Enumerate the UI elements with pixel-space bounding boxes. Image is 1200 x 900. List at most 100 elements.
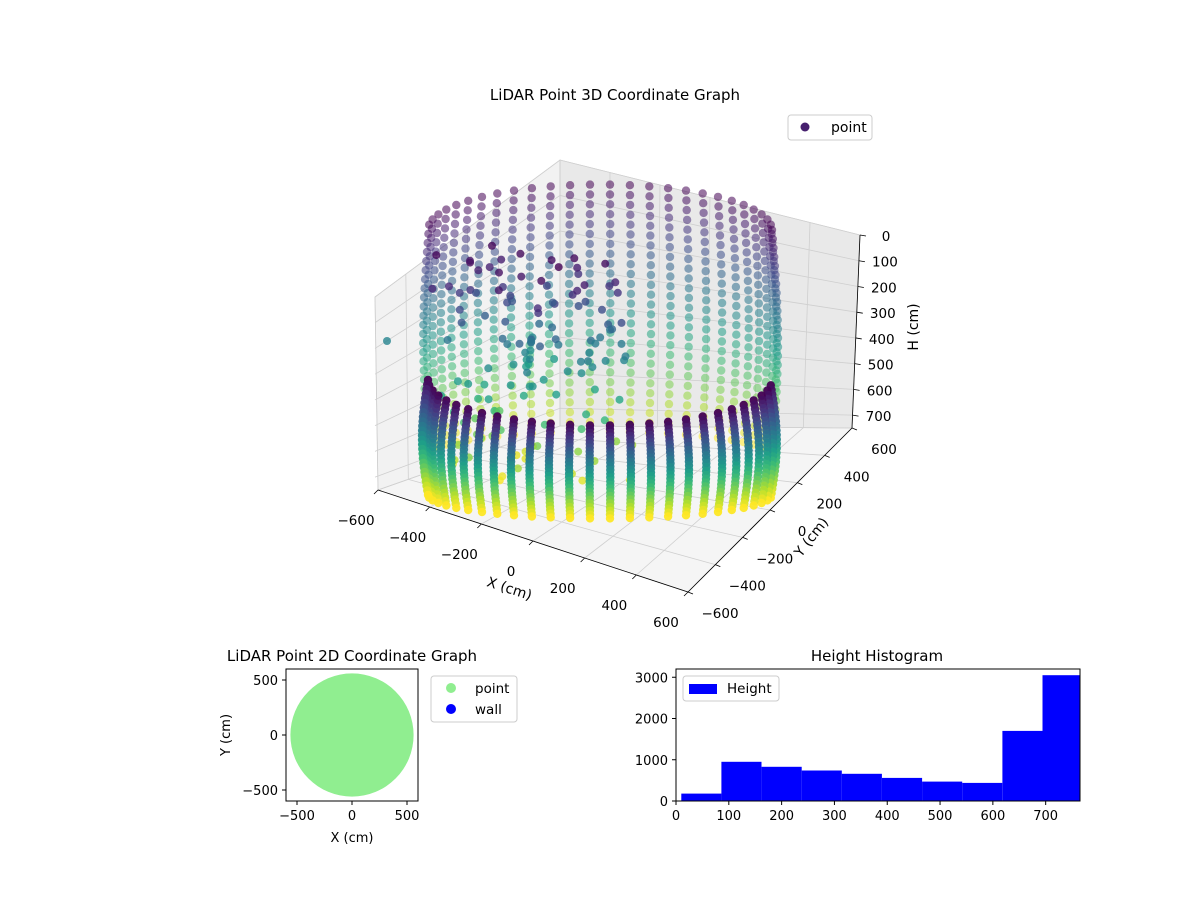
point-3d: [475, 231, 485, 240]
point-3d: [491, 383, 500, 392]
x-tick-label-histogram: 700: [1033, 809, 1058, 824]
point-3d: [744, 314, 753, 323]
point-3d: [700, 228, 709, 237]
point-3d: [626, 309, 636, 318]
axes-3d: −600−400−2000200400600−600−400−200020040…: [337, 229, 897, 631]
point-3d: [449, 390, 458, 399]
point-3d: [585, 514, 595, 523]
point-3d: [506, 313, 516, 322]
point-3d: [447, 343, 456, 352]
point-3d: [474, 347, 483, 356]
point-3d: [473, 298, 483, 308]
point-3d: [754, 318, 764, 327]
point-3d: [525, 301, 534, 311]
x-tick-label: −200: [441, 547, 478, 563]
point-3d: [645, 201, 654, 211]
point-3d: [771, 375, 781, 384]
point-3d: [536, 342, 544, 351]
point-3d: [472, 288, 480, 297]
z-tick-label: 400: [869, 332, 895, 348]
point-3d: [489, 305, 498, 315]
point-3d: [626, 279, 636, 289]
point-3d: [464, 379, 473, 388]
point-3d: [701, 344, 711, 353]
point-3d: [545, 231, 554, 240]
point-3d: [646, 270, 656, 280]
point-3d: [666, 331, 675, 340]
point-3d: [459, 282, 469, 292]
point-3d: [608, 325, 617, 334]
point-3d: [664, 399, 674, 409]
z-tick-label: 700: [866, 409, 892, 425]
y-tick-mark: [742, 536, 748, 540]
point-3d: [574, 302, 583, 310]
point-3d: [683, 381, 692, 391]
point-3d: [743, 362, 753, 371]
point-3d: [585, 229, 594, 239]
point-3d: [544, 270, 554, 280]
point-3d: [605, 180, 615, 189]
z-tick-mark: [852, 414, 859, 417]
point-3d: [739, 503, 748, 513]
point-3d: [732, 311, 741, 320]
y-tick-label: −200: [756, 551, 793, 567]
point-3d: [744, 286, 753, 295]
point-3d: [448, 257, 458, 267]
histogram-title: Height Histogram: [811, 647, 943, 665]
x-tick-label-2d: −500: [279, 809, 315, 824]
point-3d: [727, 505, 736, 515]
point-3d: [664, 213, 674, 222]
point-3d: [460, 368, 469, 378]
point-3d: [730, 387, 739, 397]
point-3d: [464, 196, 473, 205]
point-3d: [626, 378, 635, 387]
point-3d: [732, 301, 741, 311]
point-3d: [684, 323, 694, 332]
point-3d: [664, 203, 673, 212]
point-3d: [698, 509, 707, 518]
legend-2d-label-point: point: [475, 681, 509, 697]
point-3d: [432, 228, 442, 238]
point-3d: [753, 261, 762, 271]
point-3d: [606, 348, 615, 357]
point-3d: [565, 348, 574, 358]
point-3d: [772, 302, 781, 311]
point-3d: [769, 256, 778, 266]
point-3d: [576, 357, 585, 366]
point-3d: [665, 242, 674, 252]
point-3d: [606, 249, 615, 258]
point-3d: [464, 505, 473, 515]
point-3d: [573, 286, 582, 295]
point-3d: [506, 284, 516, 293]
point-3d: [462, 225, 471, 234]
point-3d: [772, 338, 781, 348]
point-3d: [423, 298, 432, 307]
point-3d: [527, 512, 537, 521]
histogram-bar: [681, 793, 722, 801]
point-3d: [761, 275, 771, 284]
point-3d: [525, 272, 534, 281]
point-3d: [492, 208, 501, 218]
point-3d: [585, 180, 595, 189]
y-tick-label: 200: [816, 497, 842, 513]
point-3d: [546, 192, 555, 201]
point-3d: [772, 311, 781, 320]
point-3d: [545, 379, 554, 388]
point-3d: [580, 281, 589, 290]
point-3d: [548, 323, 557, 332]
point-3d: [684, 352, 693, 361]
point-3d: [750, 214, 759, 224]
point-3d: [732, 330, 741, 339]
legend-3d-marker: [800, 122, 810, 132]
point-3d: [772, 329, 781, 339]
point-3d: [749, 501, 758, 510]
point-3d: [450, 219, 460, 229]
point-3d: [666, 341, 675, 350]
point-3d: [626, 220, 635, 229]
point-3d: [715, 221, 724, 230]
point-3d: [715, 395, 725, 404]
point-3d: [626, 319, 636, 328]
point-3d: [702, 296, 711, 305]
histogram-bar: [721, 761, 762, 801]
point-3d: [438, 374, 447, 383]
